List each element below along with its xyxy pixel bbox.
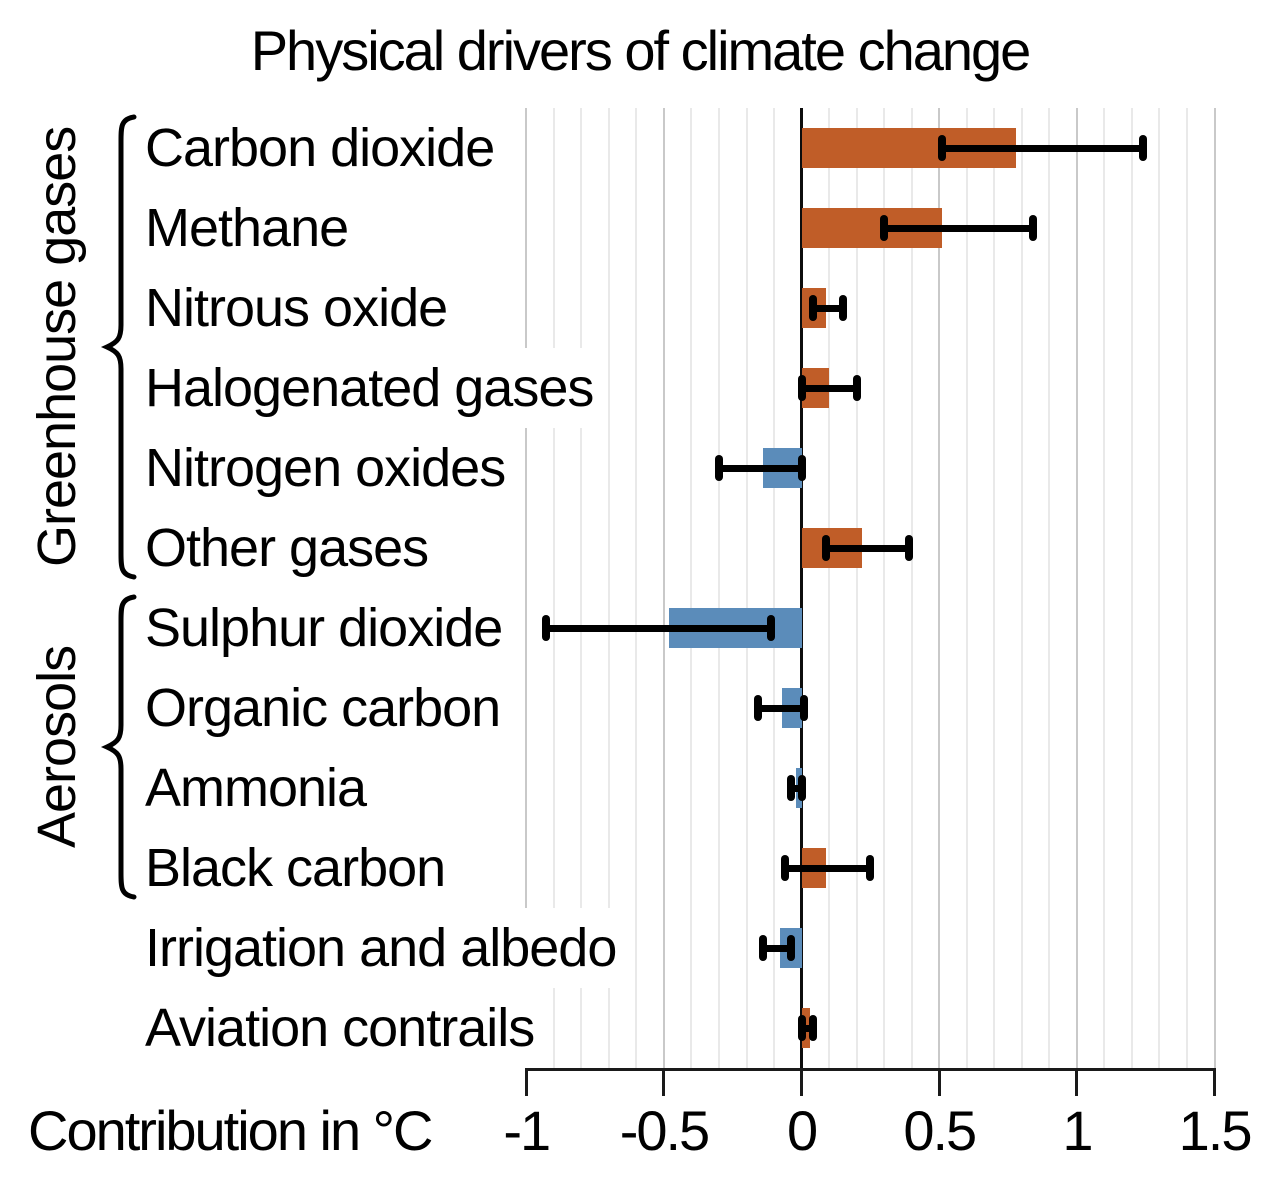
gridline	[1130, 108, 1133, 1068]
error-bar	[545, 624, 772, 632]
error-bar-cap	[767, 615, 776, 641]
error-bar-cap	[1028, 215, 1037, 241]
gridline	[1075, 108, 1078, 1068]
error-bar-cap	[715, 455, 723, 481]
gridline	[745, 108, 748, 1068]
x-axis-tick	[524, 1068, 528, 1096]
error-bar-cap	[541, 615, 550, 641]
error-bar	[719, 464, 802, 472]
error-bar-cap	[797, 455, 806, 481]
error-bar	[884, 224, 1033, 232]
error-bar-cap	[797, 375, 806, 401]
error-bar-cap	[786, 935, 795, 961]
gridline	[525, 108, 528, 1068]
gridline	[773, 108, 776, 1068]
x-axis-tick-label: -1	[503, 1099, 551, 1162]
x-axis-tick-label: 0	[787, 1099, 818, 1162]
gridline	[690, 108, 693, 1068]
error-bar-cap	[797, 775, 806, 801]
gridline	[828, 108, 831, 1068]
error-bar-cap	[797, 1015, 806, 1041]
gridline	[938, 108, 941, 1068]
error-bar	[790, 784, 802, 792]
x-axis-title: Contribution in °C	[28, 1099, 433, 1162]
error-bar-cap	[866, 855, 875, 881]
x-axis-tick-label: 0.5	[903, 1099, 977, 1162]
x-axis-tick	[662, 1068, 666, 1096]
row-label: Organic carbon	[145, 668, 511, 748]
row-label: Sulphur dioxide	[145, 588, 513, 668]
group-brace	[100, 114, 137, 580]
row-label: Irrigation and albedo	[145, 908, 627, 988]
error-bar	[942, 144, 1143, 152]
row-label: Other gases	[145, 508, 439, 588]
plot-area	[520, 108, 1216, 1068]
error-bar-cap	[852, 375, 861, 401]
x-axis-tick	[800, 1068, 804, 1096]
error-bar-cap	[880, 215, 889, 241]
error-bar-cap	[938, 135, 946, 161]
error-bar	[801, 384, 857, 392]
row-label: Nitrous oxide	[145, 268, 458, 348]
x-axis-tick	[937, 1068, 941, 1096]
error-bar	[801, 1024, 813, 1032]
chart-title: Physical drivers of climate change	[250, 19, 1032, 82]
row-label: Aviation contrails	[145, 988, 545, 1068]
gridline	[1048, 108, 1051, 1068]
error-bar	[763, 944, 791, 952]
row-label: Halogenated gases	[145, 348, 604, 428]
group-brace	[100, 594, 137, 900]
x-axis-tick	[1075, 1068, 1079, 1096]
error-bar-cap	[753, 695, 762, 721]
gridline	[965, 108, 968, 1068]
error-bar-cap	[800, 695, 809, 721]
gridline	[1103, 108, 1106, 1068]
row-label: Ammonia	[145, 748, 377, 828]
gridline	[552, 108, 555, 1068]
gridline	[1186, 108, 1189, 1068]
x-axis-line	[524, 1068, 1217, 1071]
row-label: Nitrogen oxides	[145, 428, 516, 508]
row-label: Carbon dioxide	[145, 108, 505, 188]
gridline	[1213, 108, 1216, 1068]
gridline	[1020, 108, 1023, 1068]
error-bar-cap	[808, 1015, 817, 1041]
gridline	[607, 108, 610, 1068]
gridline	[855, 108, 858, 1068]
gridline	[580, 108, 583, 1068]
x-axis-tick-label: -0.5	[619, 1099, 710, 1162]
error-bar-cap	[808, 295, 817, 321]
error-bar-cap	[786, 775, 795, 801]
error-bar-cap	[838, 295, 847, 321]
gridline	[662, 108, 665, 1068]
error-bar-cap	[822, 535, 831, 561]
error-bar-cap	[904, 535, 913, 561]
error-bar-cap	[781, 855, 790, 881]
gridline	[635, 108, 638, 1068]
error-bar-cap	[759, 935, 768, 961]
group-label: Greenhouse gases	[27, 126, 87, 568]
error-bar	[757, 704, 805, 712]
gridline	[910, 108, 913, 1068]
row-label: Methane	[145, 188, 359, 268]
row-label: Black carbon	[145, 828, 456, 908]
error-bar	[785, 864, 871, 872]
gridline	[1158, 108, 1161, 1068]
gridline	[993, 108, 996, 1068]
group-label: Aerosols	[27, 645, 87, 849]
error-bar	[826, 544, 909, 552]
x-axis-tick-label: 1.5	[1178, 1099, 1253, 1162]
gridline	[883, 108, 886, 1068]
gridline	[718, 108, 720, 1068]
error-bar-cap	[1138, 135, 1147, 161]
error-bar	[812, 304, 843, 312]
x-axis-tick	[1213, 1068, 1217, 1096]
x-axis-tick-label: 1	[1062, 1099, 1093, 1162]
zero-axis-line	[800, 108, 804, 1068]
